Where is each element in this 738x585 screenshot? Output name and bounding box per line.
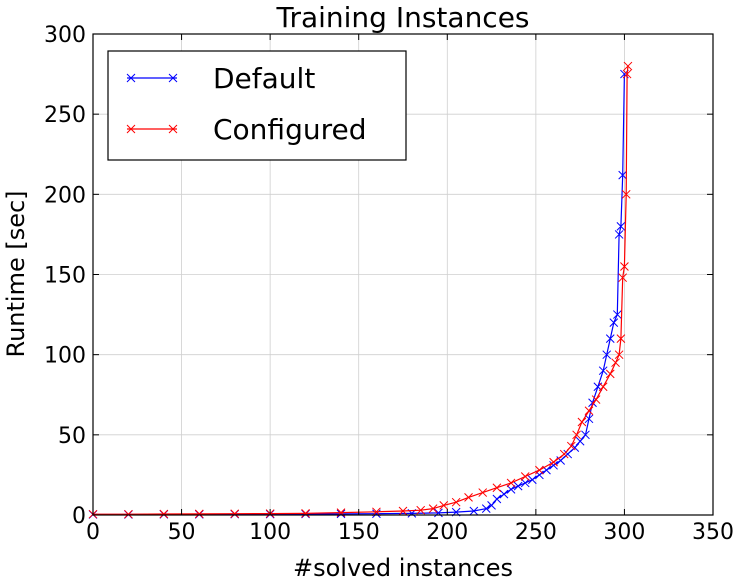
legend-marker (168, 124, 178, 134)
data-point (469, 506, 479, 516)
data-point (487, 501, 496, 510)
data-point (612, 310, 622, 319)
x-axis-title: #solved instances (293, 554, 513, 582)
data-point (556, 456, 566, 465)
data-point (464, 493, 473, 502)
data-point (520, 472, 530, 481)
y-tick-label: 150 (44, 264, 86, 289)
legend-entry-default: Default (126, 62, 315, 95)
data-point (520, 478, 530, 488)
legend-label: Default (213, 62, 315, 95)
series-layer (88, 61, 633, 519)
data-point (559, 449, 569, 459)
data-point (584, 414, 594, 424)
data-point (492, 494, 502, 504)
y-tick-label: 100 (44, 344, 86, 369)
data-point (451, 497, 461, 507)
data-point (372, 509, 381, 519)
legend-entries: Default Configured (126, 62, 366, 146)
x-tick-label: 250 (515, 520, 557, 545)
data-point (621, 189, 631, 199)
data-point (616, 334, 626, 343)
data-point (194, 509, 204, 519)
legend-frame (107, 50, 407, 161)
data-point (623, 61, 633, 71)
data-point (591, 395, 601, 404)
data-point (481, 504, 491, 513)
x-tick-label: 350 (692, 520, 734, 545)
y-tick-label: 250 (44, 103, 86, 128)
legend-marker (126, 124, 136, 134)
data-point (513, 481, 523, 491)
data-point (584, 406, 594, 416)
data-point (614, 230, 624, 239)
data-point (605, 334, 615, 343)
data-point (620, 262, 629, 271)
data-point (614, 350, 624, 360)
data-point (581, 430, 590, 440)
data-point (618, 273, 628, 283)
data-point (230, 509, 240, 519)
data-point (577, 417, 587, 427)
data-point (124, 509, 133, 519)
data-point (416, 505, 426, 515)
legend-label: Configured (213, 113, 366, 146)
data-point (301, 509, 310, 518)
data-point (428, 504, 438, 513)
data-point (549, 460, 558, 470)
x-tick-label: 100 (249, 520, 291, 545)
y-tick-label: 0 (72, 504, 86, 529)
data-point (618, 170, 628, 180)
x-tick-label: 200 (426, 520, 468, 545)
legend-marker (168, 73, 178, 83)
data-point (439, 501, 449, 510)
data-point (575, 436, 585, 446)
data-point (527, 475, 537, 485)
data-point (611, 358, 620, 368)
data-point (566, 441, 576, 451)
data-point (602, 350, 612, 360)
y-tick-label: 200 (44, 183, 86, 208)
data-point (616, 222, 626, 231)
tick-layer: 0 50 100 150 200 250 300 350 0 50 100 150 200 250 300 (44, 23, 734, 545)
data-point (535, 465, 544, 475)
data-point (572, 430, 581, 440)
x-tick-label: 50 (168, 520, 196, 545)
data-point (478, 488, 488, 497)
y-tick-label: 300 (44, 23, 86, 48)
data-point (598, 366, 608, 376)
data-point (499, 489, 509, 499)
data-point (535, 470, 544, 480)
data-point (492, 483, 502, 493)
chart-title: Training Instances (275, 1, 529, 34)
legend-entry-configured: Configured (126, 113, 366, 146)
data-point (605, 369, 615, 379)
data-point (549, 457, 558, 467)
x-tick-label: 300 (603, 520, 645, 545)
data-point (159, 509, 169, 519)
y-axis-title: Runtime [sec] (2, 190, 30, 357)
data-point (336, 509, 346, 519)
data-point (563, 449, 573, 459)
data-point (398, 506, 408, 516)
x-tick-label: 0 (86, 520, 100, 545)
x-tick-label: 150 (338, 520, 380, 545)
legend-marker (126, 73, 136, 83)
y-tick-label: 50 (58, 424, 86, 449)
data-point (598, 382, 608, 392)
legend: Default Configured (107, 50, 407, 161)
data-point (609, 318, 619, 327)
series-configured (88, 61, 633, 519)
data-point (506, 484, 516, 494)
data-point (506, 478, 516, 488)
data-point (622, 69, 632, 79)
